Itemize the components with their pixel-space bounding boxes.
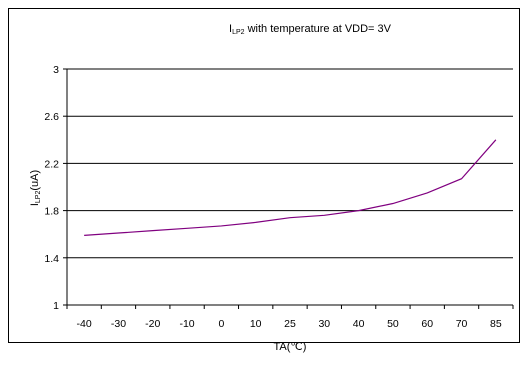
y-tick-label: 1.8 <box>44 206 59 218</box>
x-tick-label: 30 <box>318 318 330 330</box>
x-tick-label: -10 <box>179 318 194 330</box>
x-tick-label: 60 <box>421 318 433 330</box>
x-tick-label: 50 <box>387 318 399 330</box>
x-tick-label: 25 <box>284 318 296 330</box>
y-tick-labels: 1 1.4 1.8 2.2 2.6 3 <box>44 64 59 312</box>
gridlines <box>67 68 513 259</box>
x-tick-labels: -40 -30 -20 -10 0 10 25 30 40 50 60 70 85 <box>77 318 502 330</box>
axes <box>63 68 514 309</box>
y-tick-label: 3 <box>53 64 59 76</box>
series-line <box>84 139 497 236</box>
x-tick-label: 85 <box>490 318 502 330</box>
y-tick-label: 1.4 <box>44 253 59 265</box>
chart-title: ILP2 with temperature at VDD= 3V <box>229 23 392 36</box>
x-axis-label: TA(℃) <box>274 341 307 353</box>
y-tick-label: 2.6 <box>44 111 59 123</box>
y-axis-label: ILP2(uA) <box>29 170 42 206</box>
x-tick-label: -40 <box>77 318 92 330</box>
y-tick-label: 2.2 <box>44 158 59 170</box>
y-tick-label: 1 <box>53 300 59 312</box>
series-group <box>84 139 497 236</box>
x-tick-label: 40 <box>353 318 365 330</box>
chart-frame <box>8 8 520 343</box>
x-tick-label: -30 <box>111 318 126 330</box>
x-tick-label: 70 <box>456 318 468 330</box>
x-tick-label: -20 <box>145 318 160 330</box>
x-tick-label: 0 <box>218 318 224 330</box>
x-tick-label: 10 <box>250 318 262 330</box>
